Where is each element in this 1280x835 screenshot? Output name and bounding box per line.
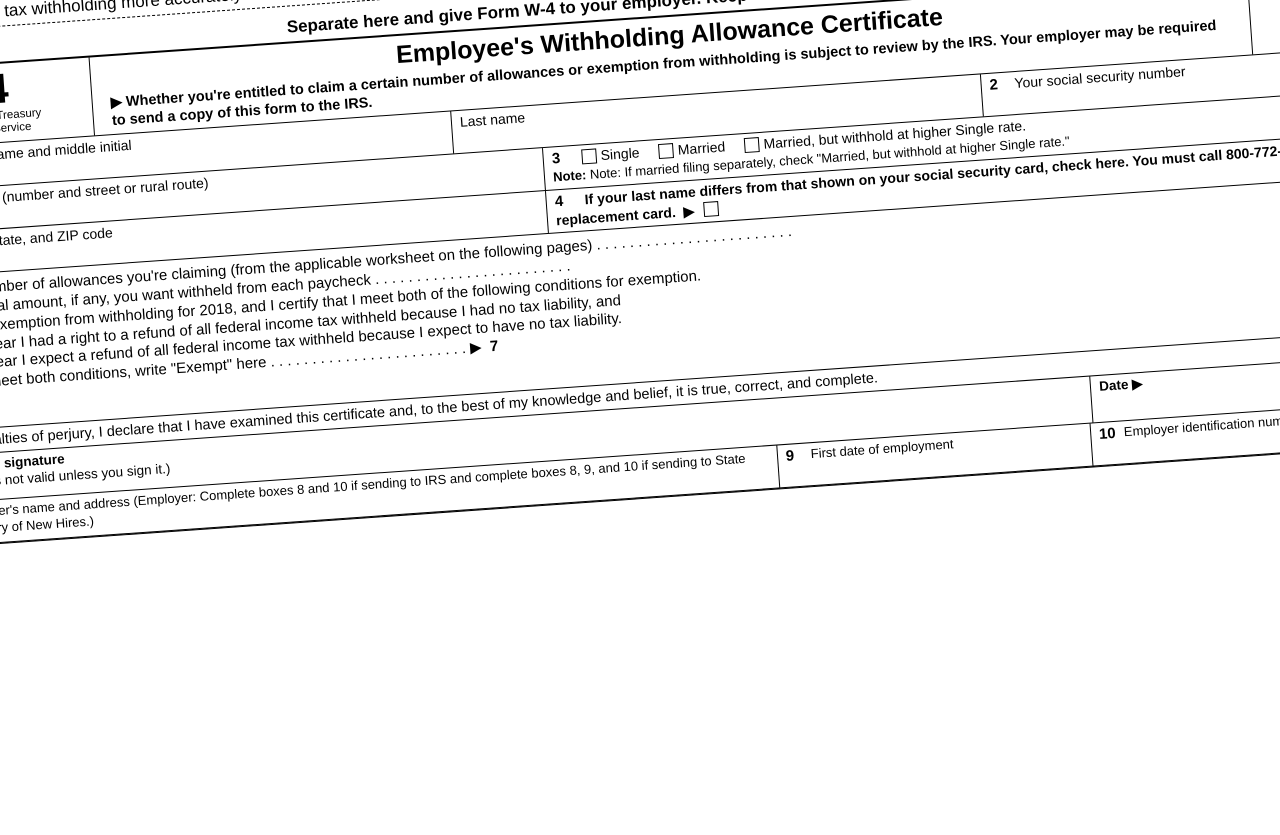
- line-10-num: 10: [1089, 422, 1118, 466]
- line-9-num: 9: [776, 444, 805, 488]
- line-2-num: 2: [980, 72, 1009, 116]
- checkbox-married[interactable]: [658, 143, 674, 159]
- line-3-num: 3: [551, 148, 578, 169]
- checkbox-married-higher[interactable]: [744, 137, 760, 153]
- label-married: Married: [677, 138, 725, 157]
- form-id-block: Form W-4 Department of the Treasury Inte…: [0, 58, 95, 149]
- form-meta-block: OMB No. 1545-0074 2018: [1247, 0, 1280, 54]
- label-single: Single: [600, 144, 640, 163]
- checkbox-single[interactable]: [581, 148, 597, 164]
- form-w4: withholding must be based on allowances …: [0, 0, 1280, 587]
- arrow-icon: ▶: [683, 202, 695, 219]
- checkbox-name-differs[interactable]: [704, 201, 720, 217]
- tax-year: 2018: [1257, 0, 1280, 36]
- line-4-num: 4: [554, 191, 581, 212]
